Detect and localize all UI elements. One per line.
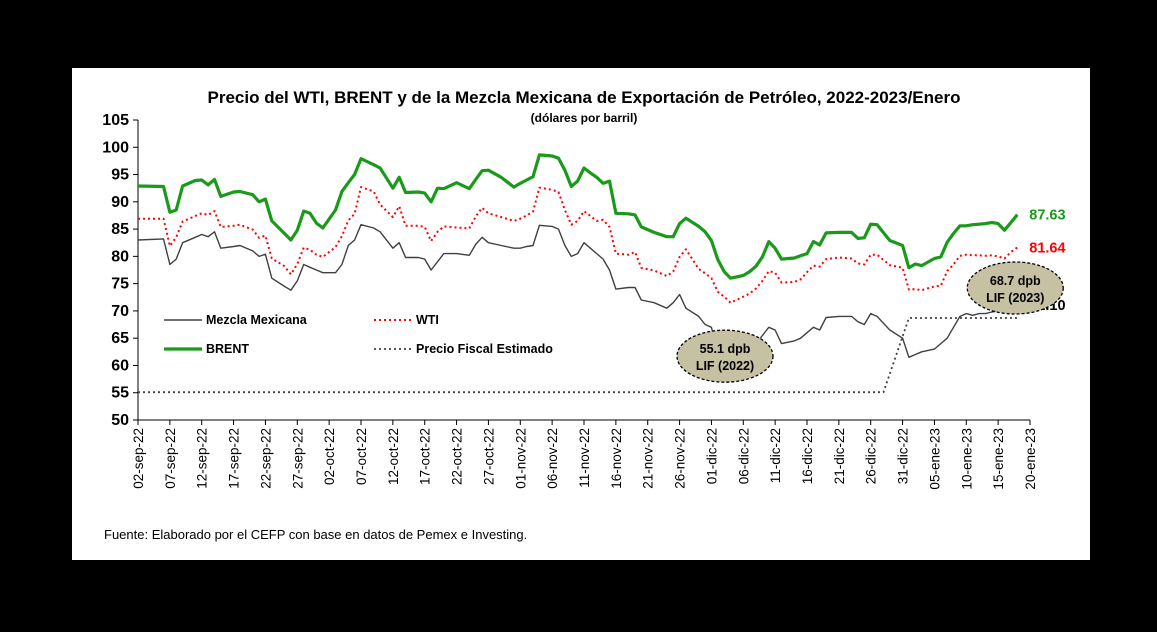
x-tick-label: 21-dic-22 xyxy=(832,428,847,484)
chart-panel: Precio del WTI, BRENT y de la Mezcla Mex… xyxy=(72,68,1090,560)
annotation-value: 68.7 dpb xyxy=(990,274,1041,288)
axes: 50 55 60 65 70 75 80 85 90 95 100 105 02-sep-22 07-se… xyxy=(102,112,1038,490)
chart-title: Precio del WTI, BRENT y de la Mezcla Mex… xyxy=(208,88,961,107)
annotation-caption: LIF (2023) xyxy=(986,291,1044,305)
series-line-wti xyxy=(138,186,1018,304)
chart-svg: Precio del WTI, BRENT y de la Mezcla Mex… xyxy=(102,88,1065,490)
series-layer xyxy=(137,153,1019,394)
annotation-caption: LIF (2022) xyxy=(696,359,754,373)
x-tick-label: 22-sep-22 xyxy=(258,428,273,489)
x-tick-label: 21-nov-22 xyxy=(641,428,656,489)
x-tick-label: 10-ene-23 xyxy=(959,428,974,490)
legend-label: Mezcla Mexicana xyxy=(206,313,308,327)
x-tick-label: 27-oct-22 xyxy=(481,428,496,485)
x-tick-label: 16-nov-22 xyxy=(609,428,624,489)
x-tick-label: 26-dic-22 xyxy=(864,428,879,484)
y-tick-label: 90 xyxy=(111,194,129,211)
x-tick-label: 05-ene-23 xyxy=(927,428,942,490)
x-tick-label: 07-sep-22 xyxy=(163,428,178,489)
x-tick-label: 11-nov-22 xyxy=(577,428,592,488)
series-line-precio-fiscal-estimado xyxy=(138,317,1018,394)
end-value-label: 87.63 xyxy=(1029,208,1065,224)
x-tick-label: 06-dic-22 xyxy=(736,428,751,484)
legend-label: Precio Fiscal Estimado xyxy=(416,342,553,356)
annotation-bubble xyxy=(966,261,1064,315)
x-tick-label: 06-nov-22 xyxy=(545,428,560,489)
chart-subtitle: (dólares por barril) xyxy=(531,111,638,125)
legend: Mezcla Mexicana WTI BRENT Precio Fiscal Est… xyxy=(164,313,553,356)
annotation-bubbles: 55.1 dpb LIF (2022) 68.7 dpb LIF (2023) xyxy=(676,261,1064,383)
source-note: Fuente: Elaborado por el CEFP con base e… xyxy=(104,527,528,542)
series-line-brent xyxy=(137,153,1019,280)
series-line-mezcla-mexicana xyxy=(137,223,1018,364)
x-tick-label: 15-ene-23 xyxy=(991,428,1006,490)
x-tick-label: 12-oct-22 xyxy=(386,428,401,485)
legend-label: BRENT xyxy=(206,342,249,356)
y-tick-label: 55 xyxy=(111,385,129,402)
x-tick-label: 02-oct-22 xyxy=(322,428,337,485)
end-value-label: 81.64 xyxy=(1029,240,1065,256)
y-tick-label: 80 xyxy=(111,248,129,265)
y-tick-label: 85 xyxy=(111,221,129,238)
x-tick-label: 31-dic-22 xyxy=(896,428,911,484)
x-tick-label: 01-nov-22 xyxy=(513,428,528,489)
y-tick-label: 75 xyxy=(111,276,129,293)
x-tick-label: 26-nov-22 xyxy=(673,428,688,489)
y-tick-label: 70 xyxy=(111,303,129,320)
annotation-value: 55.1 dpb xyxy=(700,342,751,356)
x-tick-label: 22-oct-22 xyxy=(450,428,465,485)
annotation-bubble xyxy=(676,329,774,383)
y-tick-label: 50 xyxy=(111,412,129,429)
x-tick-label: 12-sep-22 xyxy=(195,428,210,489)
x-tick-label: 17-sep-22 xyxy=(227,428,242,489)
y-tick-label: 60 xyxy=(111,357,129,374)
x-tick-label: 01-dic-22 xyxy=(704,428,719,484)
y-tick-label: 65 xyxy=(111,330,129,347)
x-tick-label: 27-sep-22 xyxy=(290,428,305,489)
x-tick-label: 17-oct-22 xyxy=(418,428,433,485)
x-tick-label: 11-dic-22 xyxy=(768,428,783,483)
x-tick-label: 20-ene-23 xyxy=(1023,428,1038,490)
y-tick-label: 95 xyxy=(111,167,129,184)
x-tick-label: 02-sep-22 xyxy=(131,428,146,489)
y-tick-label: 105 xyxy=(102,112,129,129)
y-tick-label: 100 xyxy=(102,139,129,156)
x-tick-label: 07-oct-22 xyxy=(354,428,369,485)
legend-label: WTI xyxy=(416,313,439,327)
x-tick-label: 16-dic-22 xyxy=(800,428,815,484)
